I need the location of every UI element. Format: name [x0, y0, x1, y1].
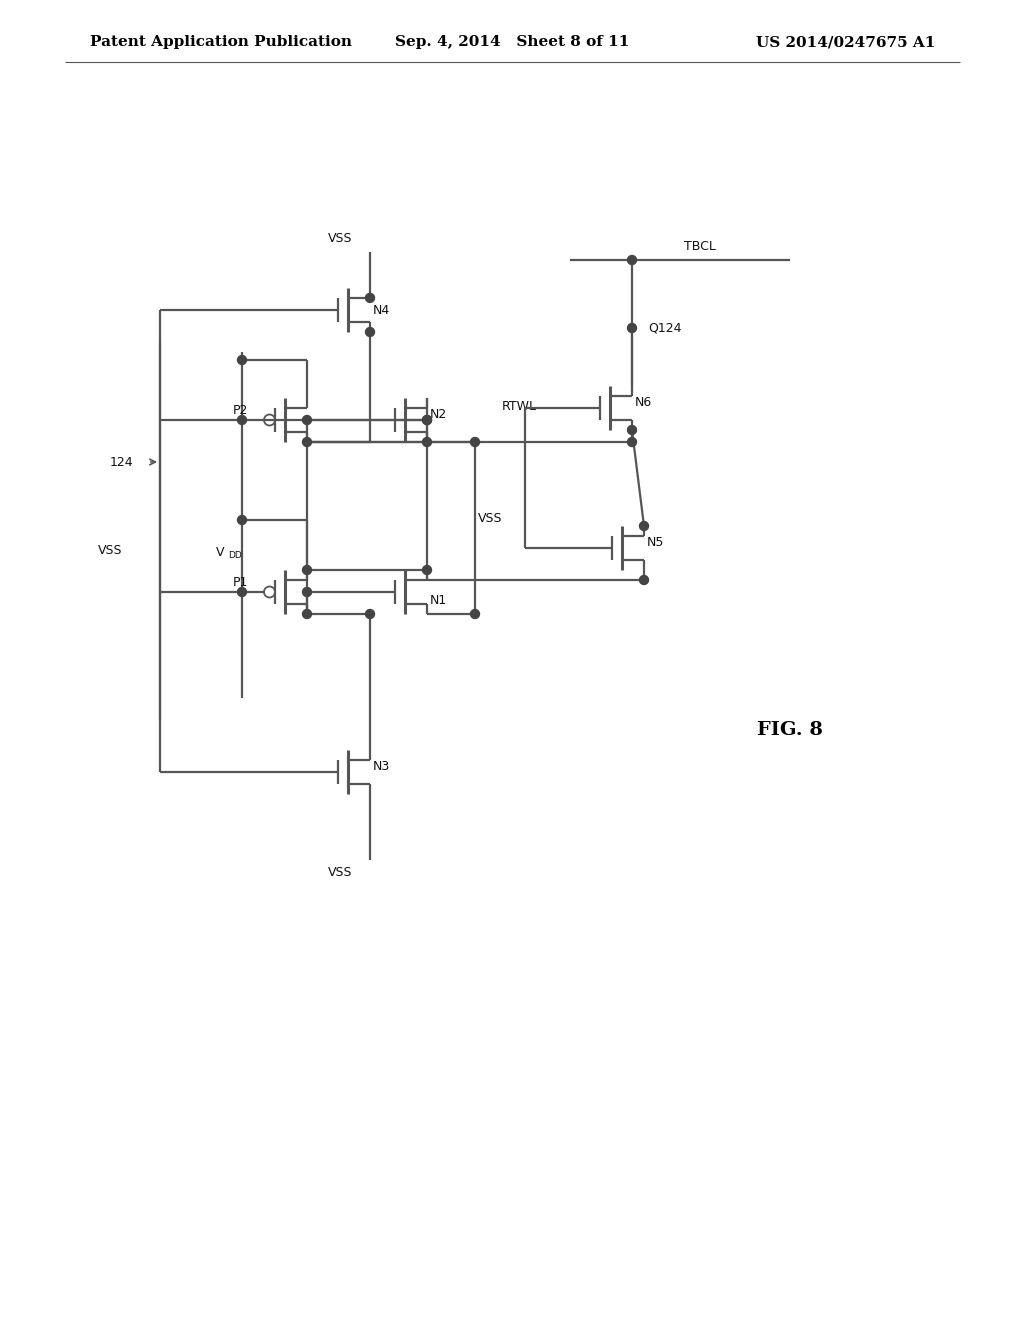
Circle shape [302, 565, 311, 574]
Circle shape [238, 516, 247, 524]
Text: VSS: VSS [98, 544, 123, 557]
Text: P2: P2 [233, 404, 249, 417]
Text: VSS: VSS [478, 511, 503, 524]
Text: TBCL: TBCL [684, 239, 716, 252]
Circle shape [366, 327, 375, 337]
Text: N3: N3 [373, 760, 390, 774]
Text: V: V [216, 545, 224, 558]
Text: DD: DD [228, 550, 242, 560]
Circle shape [470, 437, 479, 446]
Circle shape [302, 416, 311, 425]
Circle shape [423, 416, 431, 425]
Circle shape [470, 610, 479, 619]
Text: 124: 124 [110, 455, 133, 469]
Text: VSS: VSS [328, 231, 352, 244]
Circle shape [238, 416, 247, 425]
Circle shape [423, 437, 431, 446]
Text: N2: N2 [430, 408, 447, 421]
Circle shape [628, 256, 637, 264]
Circle shape [628, 437, 637, 446]
Text: N4: N4 [373, 304, 390, 317]
Circle shape [302, 587, 311, 597]
Circle shape [366, 293, 375, 302]
Circle shape [366, 610, 375, 619]
Text: N6: N6 [635, 396, 652, 409]
Circle shape [302, 610, 311, 619]
Text: Sep. 4, 2014   Sheet 8 of 11: Sep. 4, 2014 Sheet 8 of 11 [395, 36, 629, 49]
Text: VSS: VSS [328, 866, 352, 879]
Text: FIG. 8: FIG. 8 [757, 721, 823, 739]
Circle shape [628, 425, 637, 434]
Circle shape [423, 565, 431, 574]
Text: P1: P1 [233, 576, 249, 589]
Text: Q124: Q124 [648, 322, 682, 334]
Text: US 2014/0247675 A1: US 2014/0247675 A1 [756, 36, 935, 49]
Text: RTWL: RTWL [502, 400, 537, 412]
Circle shape [640, 521, 648, 531]
Circle shape [238, 355, 247, 364]
Text: N1: N1 [430, 594, 447, 606]
Circle shape [238, 587, 247, 597]
Text: Patent Application Publication: Patent Application Publication [90, 36, 352, 49]
Circle shape [640, 576, 648, 585]
Circle shape [423, 416, 431, 425]
Text: N5: N5 [647, 536, 665, 549]
Circle shape [628, 323, 637, 333]
Circle shape [302, 437, 311, 446]
